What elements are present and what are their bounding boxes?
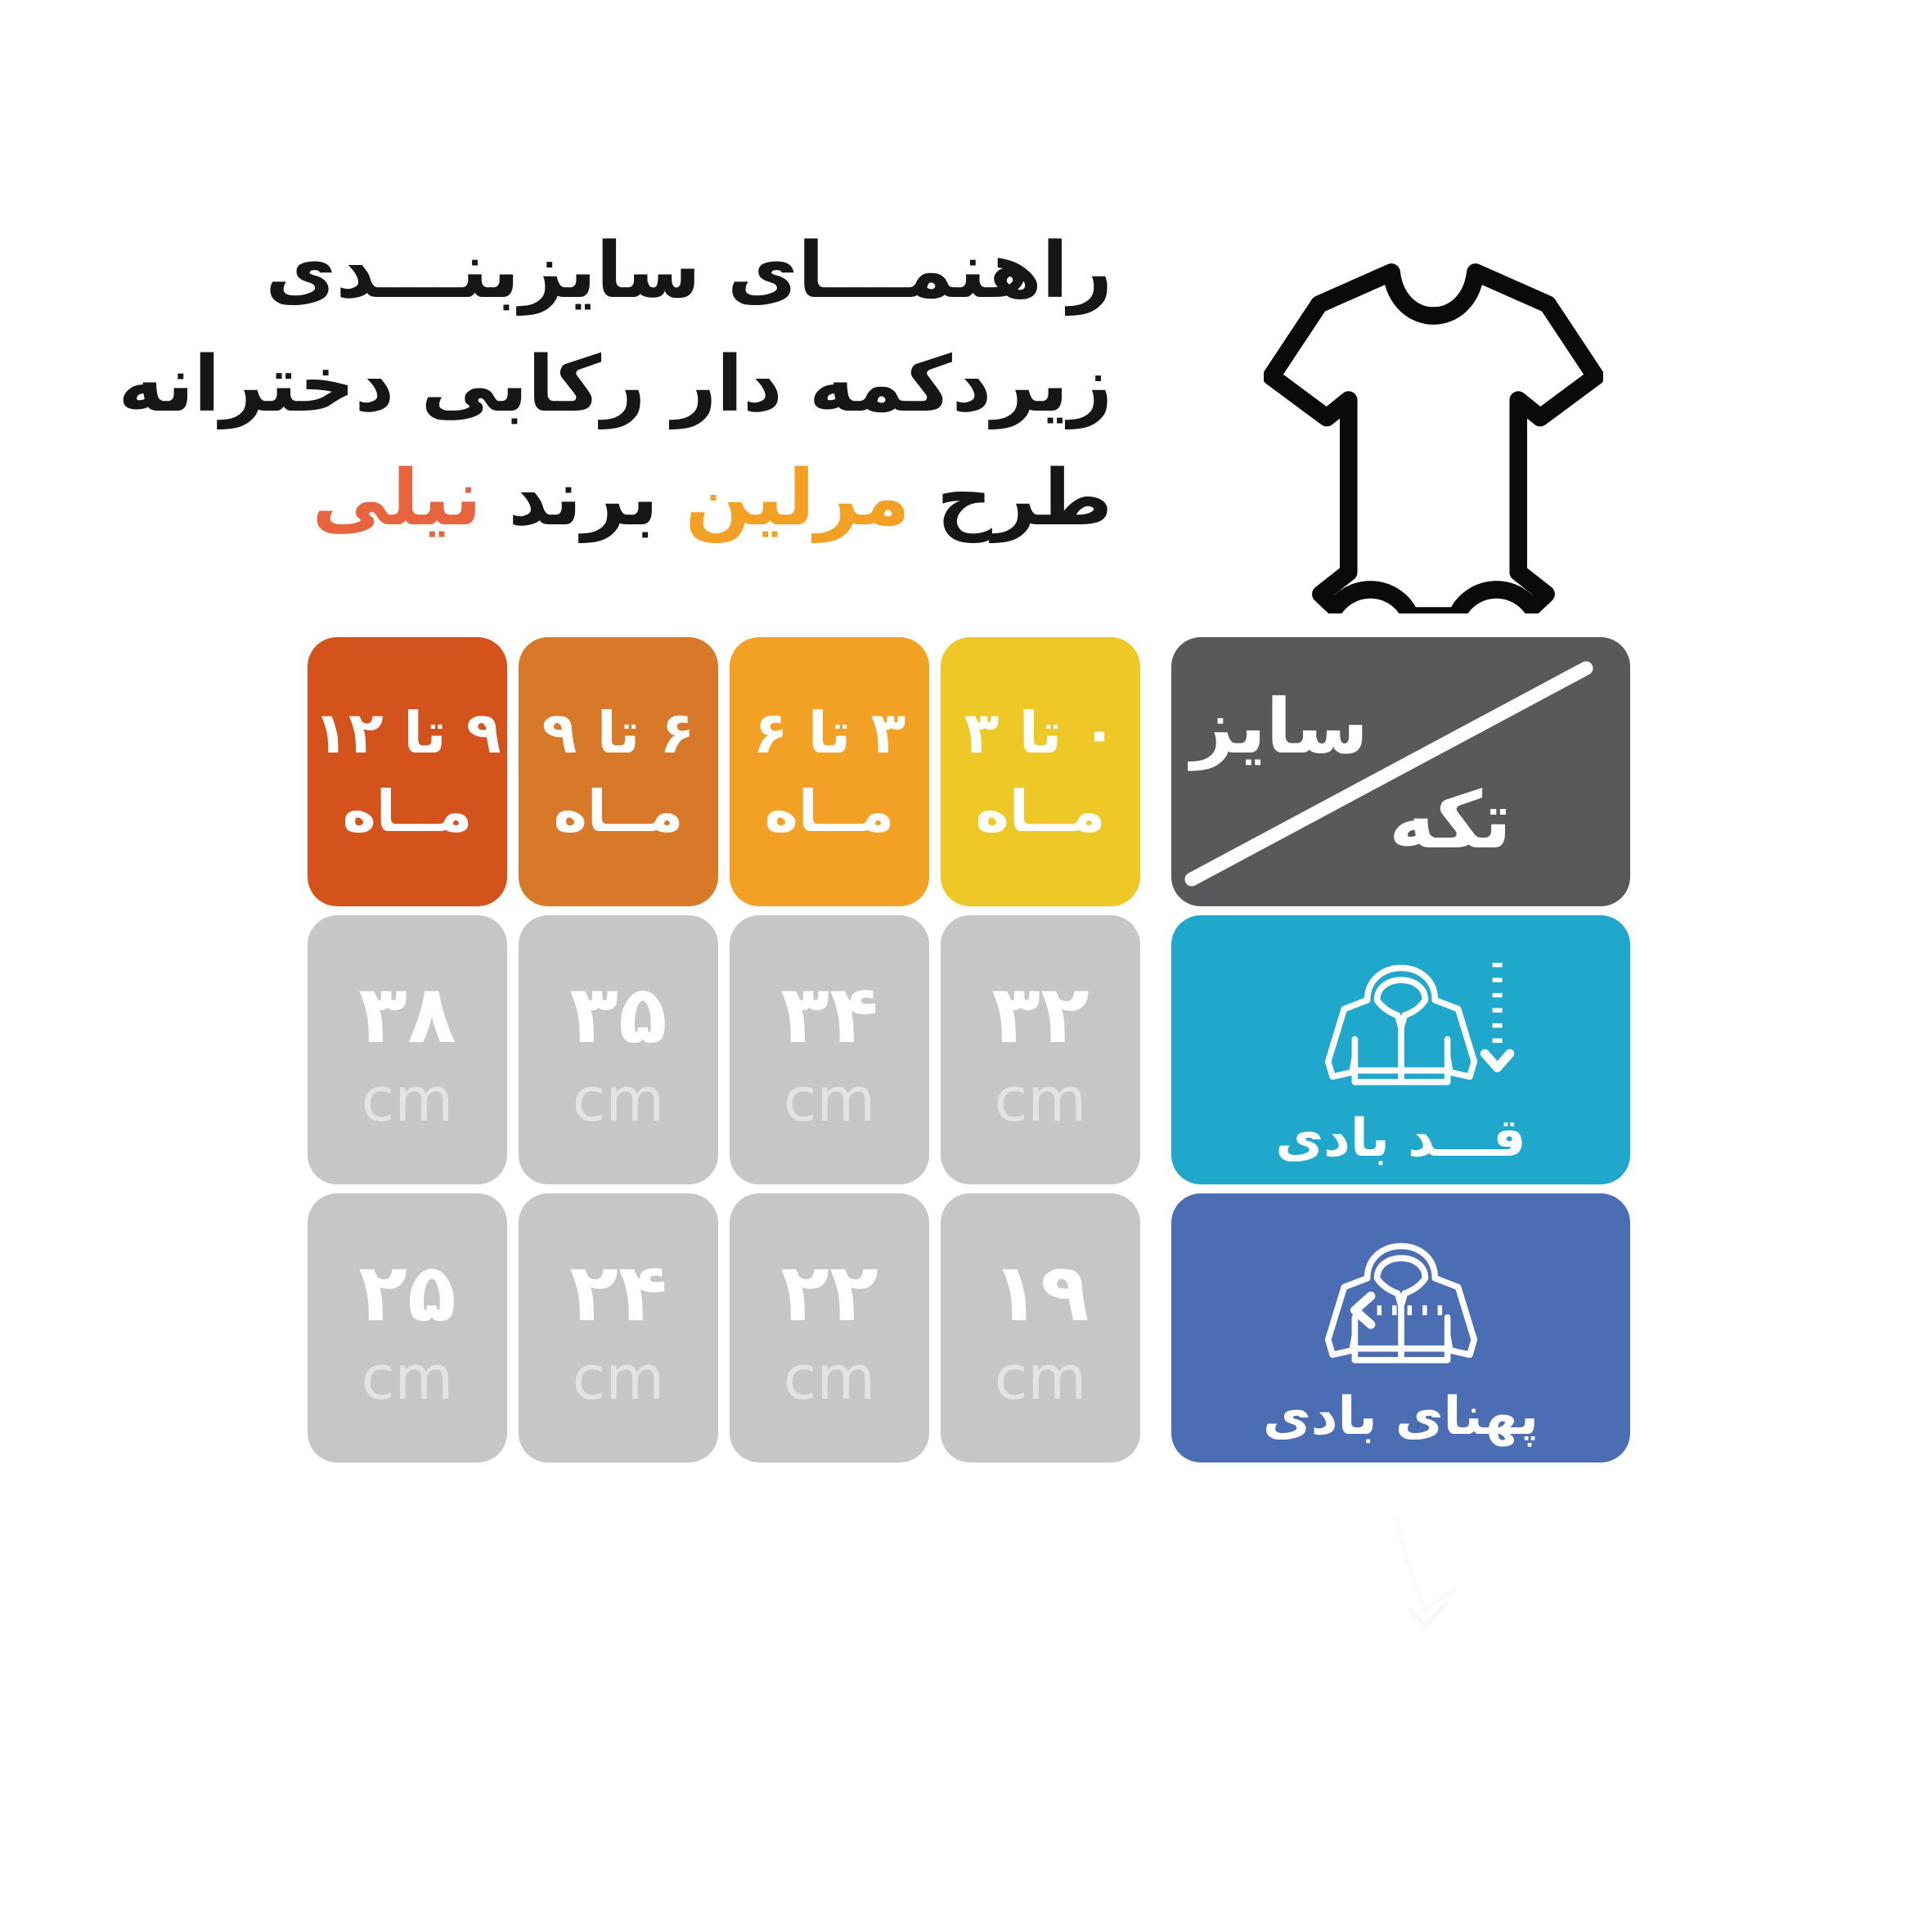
measurement-value: ۳۵ [569,968,667,1062]
age-range: ۶ تا ۹ [541,699,695,766]
age-unit: مــاه [553,777,684,845]
age-range: ۹ تا ۱۲ [313,699,501,766]
corner-label-piece: تکه [1389,775,1512,866]
age-range: ۳ تا ۶ [753,699,906,766]
faint-watermark-icon [1395,1517,1457,1630]
value-cell-length-9-12: ۳۸ cm [308,915,507,1184]
age-header-0-3: ۰ تا ۳ مــاه [941,637,1140,906]
row-label-body-length: قـــد بادی [1275,1108,1526,1169]
age-unit: مــاه [764,777,895,845]
title-line-2: زیردکمه دار رکابی دخترانه [118,340,1112,429]
value-cell-width-9-12: ۲۵ cm [308,1193,507,1462]
value-cell-length-6-9: ۳۵ cm [519,915,718,1184]
size-table: ۹ تا ۱۲ مــاه ۶ تا ۹ مــاه ۳ تا ۶ مــاه … [308,637,1630,1462]
title-word-design-prefix: طرح [937,454,1112,543]
measurement-value: ۳۲ [991,968,1090,1062]
measurement-unit: cm [361,1342,454,1413]
measurement-value: ۲۴ [569,1246,667,1340]
measurement-unit: cm [572,1342,665,1413]
title-word-brand-prefix: برند [508,454,658,543]
age-header-6-9: ۶ تا ۹ مــاه [519,637,718,906]
measurement-unit: cm [994,1342,1087,1413]
row-header-body-width: پهنای بادی [1171,1193,1630,1462]
diagonal-divider-icon [1184,661,1593,887]
corner-label-size: سایز [1191,683,1368,771]
measurement-value: ۲۵ [358,1246,456,1340]
brand-name: نیلی [312,454,482,543]
age-unit: مــاه [342,777,473,845]
age-header-3-6: ۳ تا ۶ مــاه [730,637,929,906]
measurement-unit: cm [572,1064,665,1135]
title-line-1: راهنمـــای سایزبنـــدی [265,227,1112,316]
row-label-body-width: پهنای بادی [1263,1386,1539,1447]
measurement-value: ۲۲ [780,1246,878,1340]
hoodie-length-arrow-icon [1324,962,1514,1085]
measurement-unit: cm [783,1064,876,1135]
baby-bodysuit-icon [1264,263,1603,613]
value-cell-width-0-3: ۱۹ cm [941,1193,1140,1462]
age-range: ۰ تا ۳ [964,699,1117,766]
title-line-3: طرح مرلین برند نیلی [119,442,1112,555]
hoodie-width-arrow-icon [1324,1242,1477,1364]
measurement-unit: cm [994,1064,1087,1135]
measurement-unit: cm [361,1064,454,1135]
row-header-body-length: قـــد بادی [1171,915,1630,1184]
value-cell-length-3-6: ۳۴ cm [730,915,929,1184]
measurement-value: ۳۸ [358,968,456,1062]
measurement-value: ۳۴ [780,968,878,1062]
design-name: مرلین [685,454,910,543]
page-title: راهنمـــای سایزبنـــدی زیردکمه دار رکابی… [119,214,1112,555]
value-cell-width-6-9: ۲۴ cm [519,1193,718,1462]
value-cell-width-3-6: ۲۲ cm [730,1193,929,1462]
value-cell-length-0-3: ۳۲ cm [941,915,1140,1184]
table-corner-header: سایز تکه [1171,637,1630,906]
age-unit: مــاه [975,777,1106,845]
age-header-9-12: ۹ تا ۱۲ مــاه [308,637,507,906]
measurement-value: ۱۹ [991,1246,1090,1340]
measurement-unit: cm [783,1342,876,1413]
